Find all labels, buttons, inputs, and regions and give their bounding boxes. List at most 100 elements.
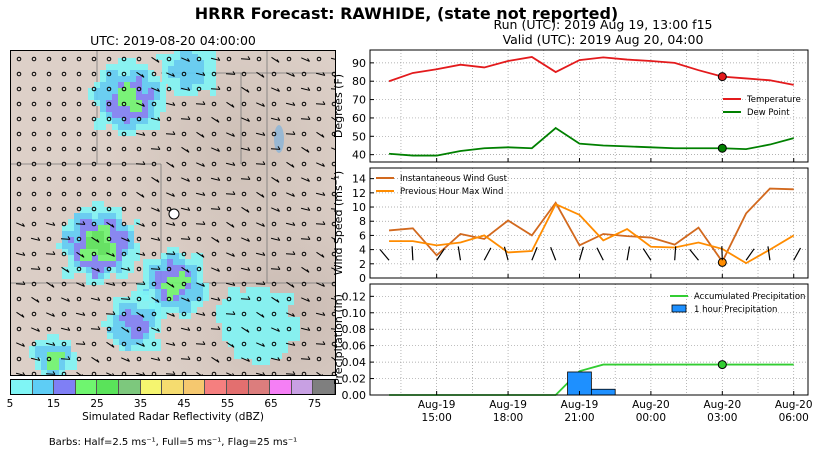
- calm-circle: [211, 371, 217, 375]
- calm-circle: [91, 206, 97, 212]
- calm-circle: [166, 296, 172, 302]
- calm-circle: [211, 281, 217, 287]
- reflectivity-cell: [240, 347, 246, 353]
- reflectivity-cell: [134, 249, 140, 255]
- reflectivity-cell: [240, 335, 246, 341]
- reflectivity-cell: [198, 66, 204, 72]
- radar-map[interactable]: [10, 50, 336, 376]
- reflectivity-cell: [282, 293, 288, 299]
- calm-circle: [136, 116, 142, 122]
- wind-barb: [315, 192, 325, 196]
- reflectivity-cell: [142, 100, 148, 106]
- reflectivity-cell: [155, 271, 161, 277]
- reflectivity-cell: [68, 243, 74, 249]
- reflectivity-cell: [240, 317, 246, 323]
- wind-barb-tick: [307, 116, 311, 120]
- reflectivity-cell: [124, 94, 130, 100]
- wind-barb-tick: [171, 284, 175, 288]
- wind-barb-tick: [172, 102, 176, 106]
- wind-barb-tick: [247, 176, 251, 180]
- reflectivity-cell: [119, 345, 125, 351]
- reflectivity-cell: [137, 321, 143, 327]
- reflectivity-cell: [143, 345, 149, 351]
- calm-circle: [226, 326, 232, 332]
- y-tick-label: 70: [352, 94, 366, 107]
- wind-barb-tick: [111, 224, 115, 228]
- calm-circle: [211, 221, 217, 227]
- reflectivity-cell: [288, 317, 294, 323]
- y-tick-label: 50: [352, 130, 366, 143]
- calm-circle: [196, 146, 202, 152]
- calm-circle: [211, 161, 217, 167]
- calm-circle: [91, 71, 97, 77]
- valid-time-marker: [717, 72, 727, 82]
- reflectivity-cell: [137, 339, 143, 345]
- wind-barb: [196, 371, 202, 375]
- reflectivity-cell: [161, 283, 167, 289]
- wind-barb: [301, 57, 310, 62]
- calm-circle: [16, 71, 22, 77]
- calm-circle: [76, 71, 82, 77]
- reflectivity-cell: [143, 297, 149, 303]
- calm-circle: [316, 206, 322, 212]
- legend-label: Instantaneous Wind Gust: [400, 174, 508, 184]
- colorbar-swatch: [11, 380, 33, 394]
- reflectivity-cell: [143, 291, 149, 297]
- reflectivity-cell: [136, 70, 142, 76]
- x-tick-label-date: Aug-19: [418, 399, 456, 411]
- reflectivity-cell: [119, 297, 125, 303]
- wind-barb-tick: [157, 208, 160, 212]
- calm-circle: [91, 146, 97, 152]
- wind-barb: [226, 101, 235, 108]
- calm-circle: [211, 341, 217, 347]
- calm-circle: [166, 116, 172, 122]
- reflectivity-cell: [192, 84, 198, 90]
- reflectivity-cell: [106, 106, 112, 112]
- calm-circle: [241, 191, 247, 197]
- calm-circle: [331, 191, 335, 197]
- wind-barb: [151, 327, 160, 332]
- calm-circle: [16, 356, 22, 362]
- reflectivity-cell: [252, 305, 258, 311]
- reflectivity-cell: [216, 311, 222, 317]
- wind-barb-tick: [22, 281, 26, 285]
- wind-barb-tick: [156, 179, 160, 183]
- wind-barb: [75, 223, 86, 225]
- calm-circle: [181, 221, 187, 227]
- wind-barb-tick: [157, 146, 161, 150]
- reflectivity-cell: [101, 321, 107, 327]
- calm-circle: [46, 116, 52, 122]
- site-marker: [168, 208, 180, 220]
- wind-barb: [301, 266, 310, 273]
- reflectivity-cell: [116, 249, 122, 255]
- reflectivity-cell: [174, 84, 180, 90]
- calm-circle: [106, 71, 112, 77]
- colorbar-swatch: [291, 380, 314, 394]
- reflectivity-cell: [168, 60, 174, 66]
- calm-circle: [31, 206, 37, 212]
- reflectivity-cell: [240, 299, 246, 305]
- reflectivity-cell: [204, 60, 210, 66]
- reflectivity-cell: [154, 88, 160, 94]
- wind-barb: [135, 132, 145, 136]
- calm-circle: [106, 236, 112, 242]
- reflectivity-cell: [113, 315, 119, 321]
- colorbar-swatch: [313, 380, 335, 394]
- reflectivity-cell: [155, 309, 161, 315]
- reflectivity-cell: [125, 315, 131, 321]
- reflectivity-cell: [204, 66, 210, 72]
- reflectivity-cell: [131, 345, 137, 351]
- wind-barb: [31, 327, 40, 332]
- reflectivity-cell: [258, 341, 264, 347]
- legend-label: Temperature: [746, 95, 801, 105]
- calm-circle: [121, 206, 127, 212]
- wind-barb: [285, 342, 295, 346]
- wind-barb: [330, 208, 335, 210]
- reflectivity-cell: [98, 267, 104, 273]
- reflectivity-cell: [98, 261, 104, 267]
- reflectivity-cell: [131, 333, 137, 339]
- wind-barb: [45, 342, 55, 346]
- calm-circle: [301, 251, 307, 257]
- wind-barb: [301, 297, 310, 302]
- calm-circle: [91, 86, 97, 92]
